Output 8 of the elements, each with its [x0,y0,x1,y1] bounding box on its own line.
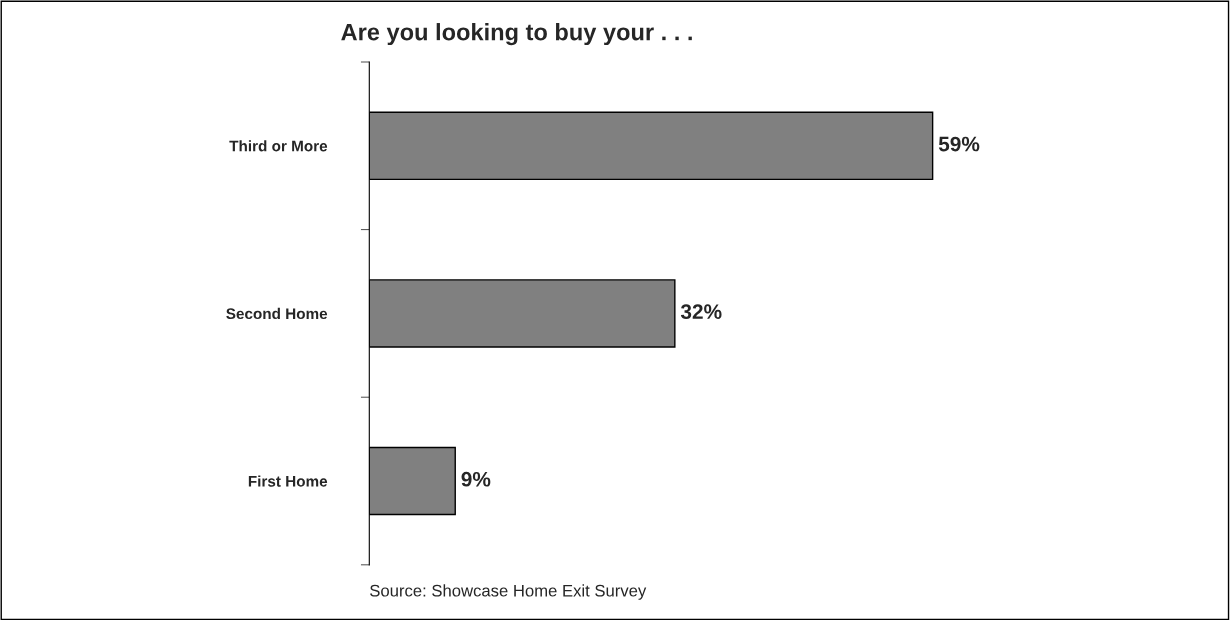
data-label: 9% [461,471,491,487]
data-label: 32% [680,304,722,320]
source-note: Source: Showcase Home Exit Survey [370,584,647,600]
y-tick-label: First Home [248,475,328,487]
y-tick-label: Third or More [229,140,328,152]
data-label: 59% [938,136,980,152]
chart-title: Are you looking to buy your . . . [341,23,692,46]
y-tick-label: Second Home [226,307,328,320]
